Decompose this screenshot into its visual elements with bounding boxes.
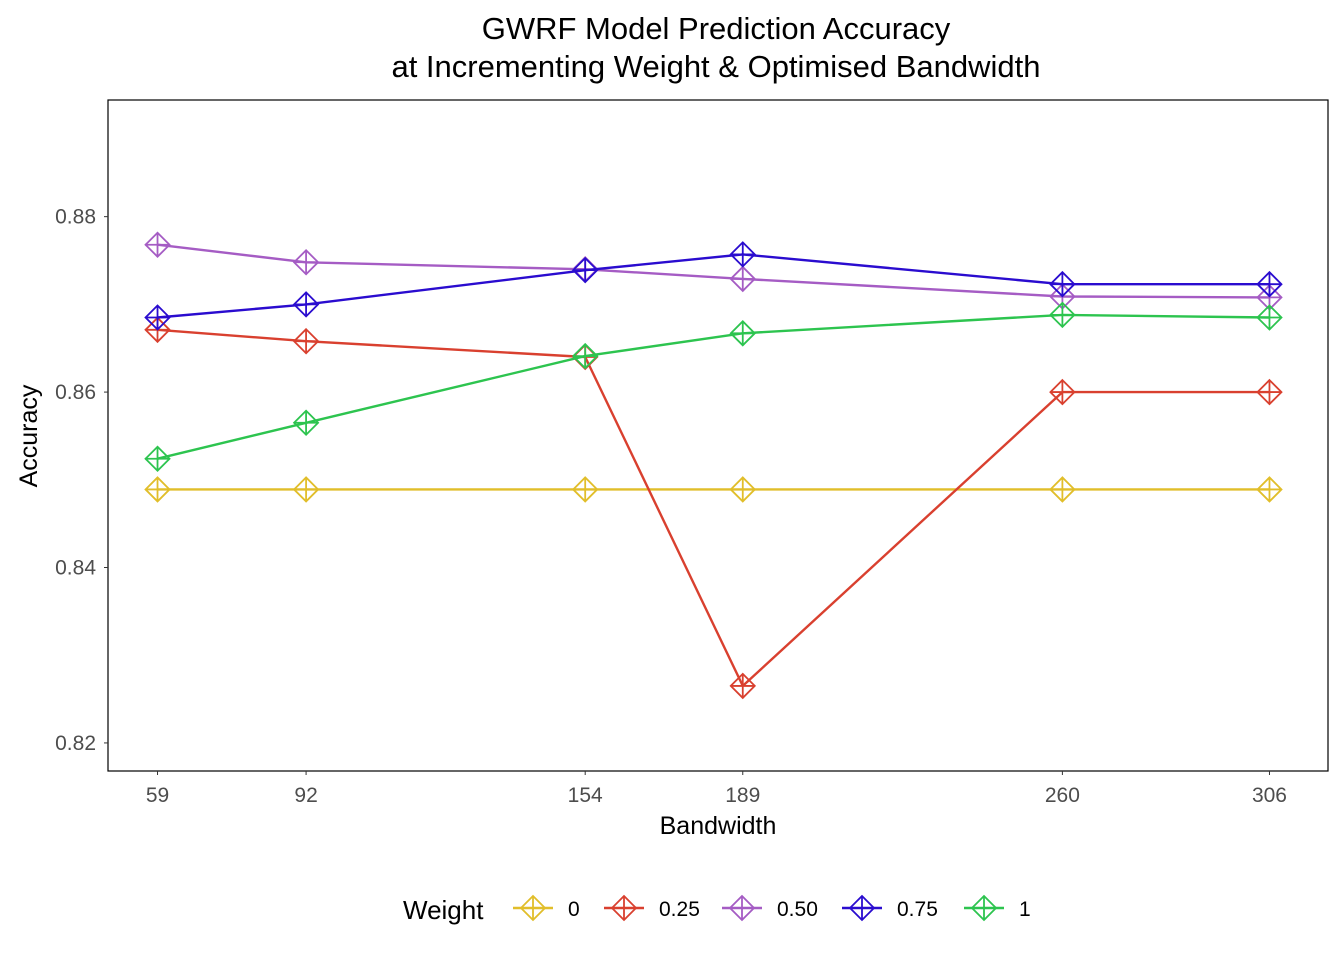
x-tick-label: 59: [146, 784, 169, 807]
x-tick-label: 306: [1252, 784, 1287, 807]
data-point: [729, 320, 757, 347]
legend-entry: 1: [964, 894, 1031, 922]
legend-key-icon: [519, 894, 547, 922]
series-line: [157, 313, 1270, 460]
data-point: [292, 409, 320, 437]
y-tick-label: 0.88: [55, 206, 96, 229]
data-point: [1049, 476, 1076, 503]
legend-title: Weight: [403, 895, 484, 925]
series-line: [157, 243, 1270, 299]
y-axis-ticks: 0.82 0.84 0.86 0.88: [55, 206, 108, 755]
y-axis-title: Accuracy: [15, 384, 43, 487]
legend-entry: 0.75: [842, 894, 938, 922]
data-point: [292, 248, 320, 276]
data-point: [571, 476, 599, 503]
data-point: [729, 265, 757, 293]
legend-label: 1: [1019, 898, 1031, 921]
series-0.75: [144, 241, 1283, 331]
legend-entry: 0: [513, 894, 580, 922]
data-point: [729, 241, 757, 268]
series-0.25: [144, 316, 1283, 700]
data-point: [1049, 270, 1076, 298]
data-point: [144, 445, 171, 473]
series-0: [144, 476, 1283, 503]
x-axis-ticks: 59 92 154 189 260 306: [146, 771, 1287, 807]
plot-panel-border: [107, 99, 1329, 772]
data-point: [1256, 270, 1283, 298]
data-point: [144, 231, 171, 258]
legend-key-icon: [728, 894, 756, 922]
y-tick-label: 0.84: [55, 557, 96, 580]
chart-title-line-1: GWRF Model Prediction Accuracy: [482, 11, 951, 46]
legend-label: 0.25: [659, 898, 700, 921]
legend-entry: 0.25: [604, 894, 700, 922]
legend-key-icon: [848, 894, 876, 922]
legend-key-icon: [970, 894, 998, 922]
series-line: [157, 253, 1270, 319]
x-tick-label: 92: [294, 784, 317, 807]
data-point: [1256, 378, 1283, 406]
data-point: [571, 342, 599, 370]
legend-key-icon: [610, 894, 638, 922]
data-point: [1049, 301, 1076, 329]
data-point: [144, 304, 171, 331]
legend-label: 0: [568, 898, 580, 921]
data-point: [144, 476, 171, 503]
data-point: [1049, 378, 1076, 406]
data-point: [292, 291, 320, 318]
x-tick-label: 260: [1045, 784, 1080, 807]
legend-label: 0.50: [777, 898, 818, 921]
data-point: [1256, 304, 1283, 331]
legend-label: 0.75: [897, 898, 938, 921]
y-tick-label: 0.86: [55, 381, 96, 404]
data-point: [571, 256, 599, 284]
chart-title-line-2: at Incrementing Weight & Optimised Bandw…: [391, 49, 1040, 84]
data-point: [729, 476, 757, 503]
x-axis-title: Bandwidth: [660, 812, 777, 840]
legend-entry: 0.50: [722, 894, 818, 922]
legend: Weight 0 0.25 0.50 0.75 1: [403, 894, 1031, 925]
series-line: [157, 328, 1270, 688]
data-point: [1256, 476, 1283, 503]
data-point: [292, 327, 320, 355]
series-layer: [144, 231, 1283, 700]
data-point: [729, 672, 757, 700]
x-tick-label: 154: [568, 784, 603, 807]
y-tick-label: 0.82: [55, 732, 96, 755]
series-0.50: [144, 231, 1283, 311]
data-point: [292, 476, 320, 503]
x-tick-label: 189: [725, 784, 760, 807]
series-1: [144, 301, 1283, 473]
